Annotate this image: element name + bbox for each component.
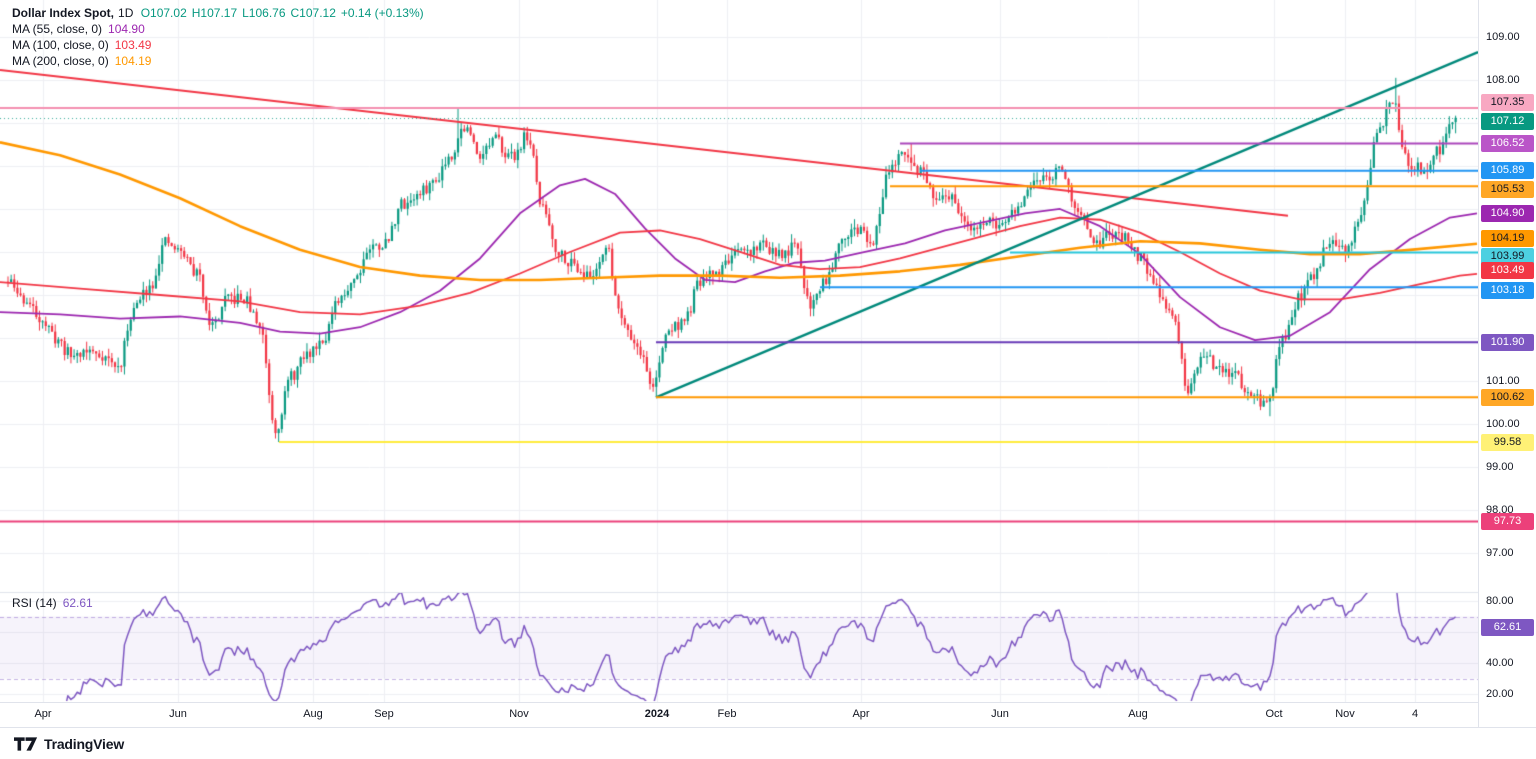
ma-100-value: 103.49 bbox=[114, 38, 152, 52]
symbol-title: Dollar Index Spot, bbox=[12, 6, 115, 20]
price-axis[interactable]: 109.00 108.00 101.00 100.00 99.00 98.00 97.00 1… bbox=[1478, 0, 1536, 727]
price-tick-label: 99.00 bbox=[1486, 460, 1514, 473]
ohlc-high: H107.17 bbox=[191, 6, 238, 20]
time-tick-label: Oct bbox=[1265, 708, 1283, 720]
footer: TradingView bbox=[0, 727, 1536, 759]
time-tick-label: Feb bbox=[717, 708, 737, 720]
rsi-value: 62.61 bbox=[62, 596, 93, 610]
time-tick-label: 4 bbox=[1411, 708, 1419, 720]
change-label: +0.14 (+0.13%) bbox=[340, 6, 424, 20]
ma-200-label: MA (200, close, 0) bbox=[12, 54, 109, 68]
price-level-label: 99.58 bbox=[1481, 433, 1534, 451]
time-tick-label: Sep bbox=[374, 708, 394, 720]
rsi-legend: RSI (14) 62.61 bbox=[12, 595, 93, 611]
price-level-label: 100.62 bbox=[1481, 388, 1534, 406]
price-level-label: 103.99 bbox=[1481, 247, 1534, 265]
price-tick-label: 109.00 bbox=[1486, 30, 1520, 43]
price-tick-label: 108.00 bbox=[1486, 73, 1520, 86]
rsi-value-label: 62.61 bbox=[1481, 619, 1534, 637]
ohlc-open: O107.02 bbox=[140, 6, 187, 20]
price-level-label: 106.52 bbox=[1481, 135, 1534, 153]
ma-legend-55: MA (55, close, 0) 104.90 bbox=[12, 21, 429, 37]
price-level-label: 105.53 bbox=[1481, 180, 1534, 198]
rsi-label: RSI (14) bbox=[12, 596, 57, 610]
ma-55-value: 104.90 bbox=[108, 22, 145, 36]
time-tick-label: Apr bbox=[852, 708, 870, 720]
price-level-label: 97.73 bbox=[1481, 513, 1534, 531]
ma-55-label: MA (55, close, 0) bbox=[12, 22, 103, 36]
tradingview-brand[interactable]: TradingView bbox=[44, 735, 125, 752]
time-tick-label: Nov bbox=[1335, 708, 1355, 720]
timeframe-label: 1D bbox=[118, 6, 134, 20]
rsi-tick-label: 80.00 bbox=[1486, 595, 1514, 607]
price-level-label: 104.90 bbox=[1481, 204, 1534, 222]
price-level-label: 101.90 bbox=[1481, 333, 1534, 351]
symbol-row: Dollar Index Spot, 1D O107.02 H107.17 L106.… bbox=[12, 5, 429, 21]
ma-200-value: 104.19 bbox=[114, 54, 152, 68]
time-tick-label: Jun bbox=[991, 708, 1009, 720]
price-chart-canvas[interactable] bbox=[0, 0, 1536, 702]
time-tick-label: Aug bbox=[1128, 708, 1148, 720]
tradingview-logo-icon[interactable] bbox=[14, 736, 38, 751]
ohlc-low: L106.76 bbox=[242, 6, 286, 20]
price-level-label: 103.18 bbox=[1481, 281, 1534, 299]
ma-legend-100: MA (100, close, 0) 103.49 bbox=[12, 37, 429, 53]
price-tick-label: 97.00 bbox=[1486, 546, 1514, 559]
ma-legend-200: MA (200, close, 0) 104.19 bbox=[12, 53, 429, 69]
price-level-label: 107.12 bbox=[1481, 113, 1534, 131]
time-tick-label: Aug bbox=[303, 708, 323, 720]
time-axis[interactable]: Apr Jun Aug Sep Nov 2024 Feb Apr Jun Aug Oct Nov 4 bbox=[0, 702, 1478, 728]
ma-100-label: MA (100, close, 0) bbox=[12, 38, 109, 52]
price-level-label: 105.89 bbox=[1481, 162, 1534, 180]
price-level-label: 104.19 bbox=[1481, 230, 1534, 248]
time-tick-label: Apr bbox=[34, 708, 52, 720]
time-tick-label: 2024 bbox=[644, 708, 670, 720]
price-level-label: 107.35 bbox=[1481, 94, 1534, 112]
chart-legend: Dollar Index Spot, 1D O107.02 H107.17 L106.… bbox=[12, 5, 429, 69]
price-tick-label: 101.00 bbox=[1486, 374, 1520, 387]
time-tick-label: Jun bbox=[169, 708, 187, 720]
ohlc-close: C107.12 bbox=[290, 6, 336, 20]
price-tick-label: 100.00 bbox=[1486, 417, 1520, 430]
rsi-tick-label: 40.00 bbox=[1486, 657, 1514, 669]
price-level-label: 103.49 bbox=[1481, 262, 1534, 280]
rsi-tick-label: 20.00 bbox=[1486, 688, 1514, 700]
price-tick-label: 98.00 bbox=[1486, 503, 1514, 516]
time-tick-label: Nov bbox=[509, 708, 529, 720]
